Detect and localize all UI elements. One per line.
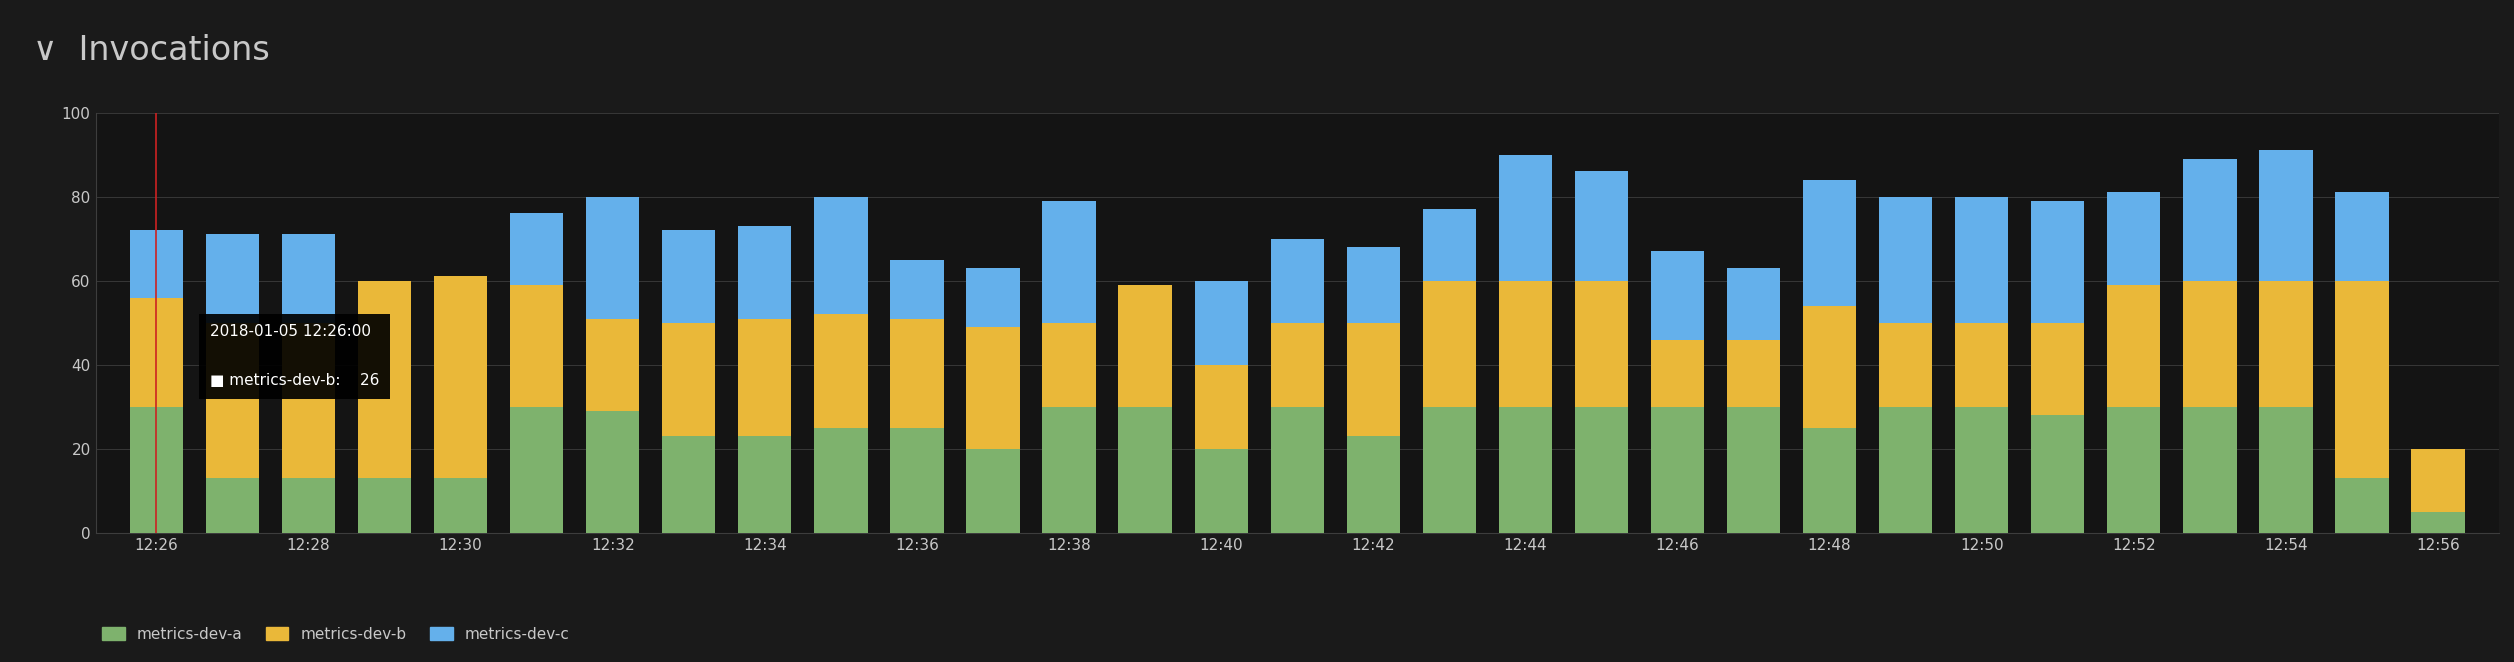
- Bar: [2411, 449, 2464, 512]
- Bar: [510, 213, 563, 285]
- Bar: [282, 323, 334, 478]
- Bar: [815, 428, 867, 533]
- Bar: [2031, 322, 2084, 415]
- Bar: [1119, 406, 1172, 533]
- Bar: [435, 478, 488, 533]
- Bar: [2260, 150, 2313, 281]
- Bar: [2260, 281, 2313, 406]
- Bar: [739, 318, 792, 436]
- Bar: [1043, 322, 1096, 406]
- Bar: [1878, 406, 1933, 533]
- Bar: [1803, 428, 1855, 533]
- Text: ∨  Invocations: ∨ Invocations: [33, 34, 269, 68]
- Bar: [1194, 449, 1247, 533]
- Bar: [131, 230, 184, 297]
- Bar: [1043, 201, 1096, 322]
- Bar: [2336, 193, 2388, 281]
- Bar: [1423, 406, 1476, 533]
- Bar: [282, 234, 334, 322]
- Bar: [890, 260, 943, 318]
- Bar: [206, 234, 259, 322]
- Bar: [2107, 285, 2160, 406]
- Bar: [1652, 252, 1704, 340]
- Bar: [2336, 478, 2388, 533]
- Bar: [815, 197, 867, 314]
- Bar: [1878, 197, 1933, 322]
- Bar: [2336, 281, 2388, 478]
- Bar: [815, 314, 867, 428]
- Bar: [2182, 406, 2237, 533]
- Bar: [965, 268, 1021, 327]
- Bar: [206, 323, 259, 478]
- Bar: [1574, 281, 1629, 406]
- Bar: [739, 436, 792, 533]
- Bar: [1803, 306, 1855, 428]
- Bar: [1119, 285, 1172, 406]
- Bar: [357, 281, 412, 478]
- Text: 2018-01-05 12:26:00

■ metrics-dev-b:    26: 2018-01-05 12:26:00 ■ metrics-dev-b: 26: [209, 324, 380, 389]
- Bar: [661, 322, 716, 436]
- Bar: [1498, 406, 1551, 533]
- Bar: [1652, 340, 1704, 406]
- Bar: [661, 436, 716, 533]
- Bar: [2182, 281, 2237, 406]
- Bar: [1348, 322, 1400, 436]
- Bar: [661, 230, 716, 322]
- Bar: [1652, 406, 1704, 533]
- Bar: [2411, 512, 2464, 533]
- Bar: [965, 327, 1021, 449]
- Bar: [2107, 193, 2160, 285]
- Bar: [1574, 406, 1629, 533]
- Bar: [1956, 406, 2009, 533]
- Bar: [2260, 406, 2313, 533]
- Bar: [435, 277, 488, 478]
- Legend: metrics-dev-a, metrics-dev-b, metrics-dev-c: metrics-dev-a, metrics-dev-b, metrics-de…: [96, 620, 576, 647]
- Bar: [1498, 155, 1551, 281]
- Bar: [2182, 159, 2237, 281]
- Bar: [1498, 281, 1551, 406]
- Bar: [2107, 406, 2160, 533]
- Bar: [1727, 340, 1780, 406]
- Bar: [965, 449, 1021, 533]
- Bar: [510, 406, 563, 533]
- Bar: [510, 285, 563, 406]
- Bar: [1878, 322, 1933, 406]
- Bar: [1270, 322, 1325, 406]
- Bar: [1348, 436, 1400, 533]
- Bar: [1956, 197, 2009, 322]
- Bar: [1574, 171, 1629, 281]
- Bar: [131, 406, 184, 533]
- Bar: [1956, 322, 2009, 406]
- Bar: [2031, 415, 2084, 533]
- Bar: [1270, 238, 1325, 322]
- Bar: [1043, 406, 1096, 533]
- Bar: [586, 197, 639, 318]
- Bar: [357, 478, 412, 533]
- Bar: [890, 428, 943, 533]
- Bar: [131, 297, 184, 406]
- Bar: [2031, 201, 2084, 322]
- Bar: [1727, 268, 1780, 340]
- Bar: [586, 411, 639, 533]
- Bar: [1803, 180, 1855, 306]
- Bar: [1423, 209, 1476, 281]
- Bar: [1727, 406, 1780, 533]
- Bar: [282, 478, 334, 533]
- Bar: [1348, 247, 1400, 322]
- Bar: [890, 318, 943, 428]
- Bar: [1423, 281, 1476, 406]
- Bar: [1270, 406, 1325, 533]
- Bar: [206, 478, 259, 533]
- Bar: [1194, 365, 1247, 449]
- Bar: [739, 226, 792, 318]
- Bar: [1194, 281, 1247, 365]
- Bar: [586, 318, 639, 411]
